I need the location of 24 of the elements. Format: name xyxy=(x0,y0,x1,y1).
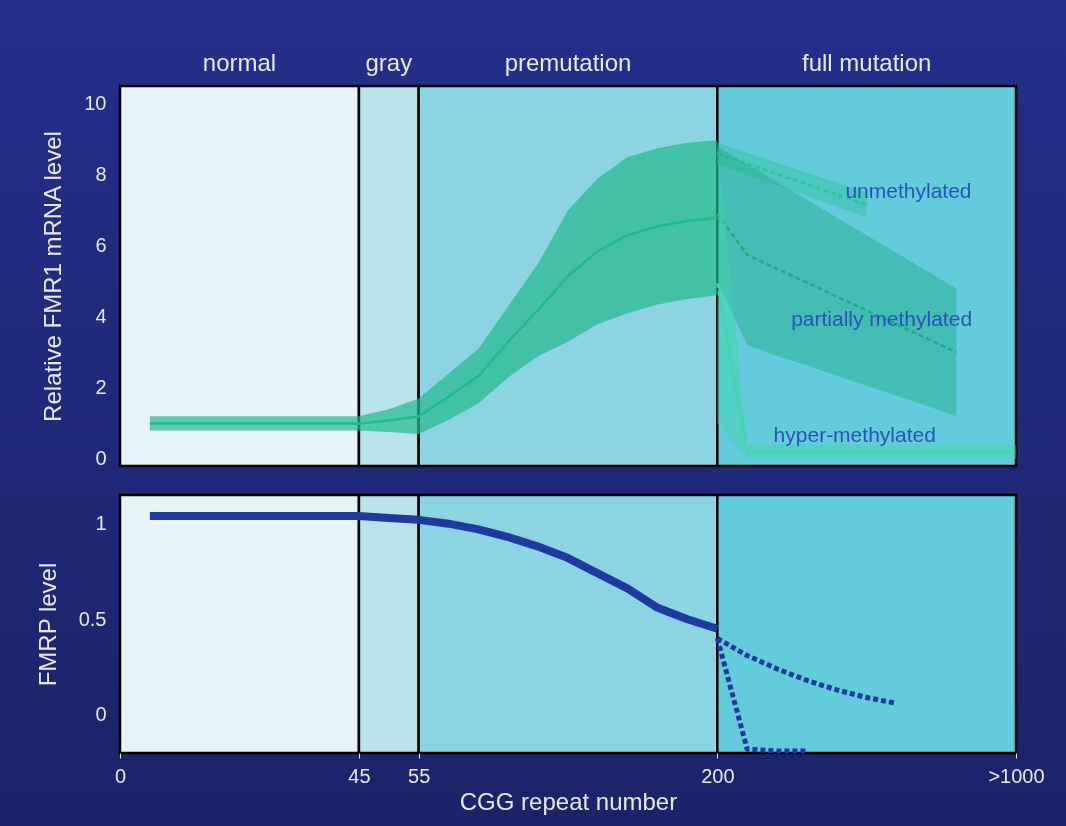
x-tick-label: 0 xyxy=(114,764,127,787)
annotation: hyper-methylated xyxy=(773,422,936,446)
band-label: premutation xyxy=(504,49,632,76)
y-tick-label: 0.5 xyxy=(78,607,107,630)
y-tick-label: 4 xyxy=(95,305,107,328)
y-tick-label: 6 xyxy=(95,234,107,257)
x-tick-label: 55 xyxy=(408,764,431,787)
band-label: gray xyxy=(365,49,413,76)
band-label: normal xyxy=(202,49,277,76)
y-tick-label: 8 xyxy=(95,163,107,186)
annotation: partially methylated xyxy=(791,306,973,330)
y-axis-title: FMRP level xyxy=(33,562,61,687)
y-tick-label: 0 xyxy=(95,447,107,470)
x-axis-title: CGG repeat number xyxy=(459,787,678,815)
x-tick-label: 200 xyxy=(701,764,735,787)
x-tick-label: >1000 xyxy=(988,764,1045,787)
y-tick-label: 2 xyxy=(95,376,107,399)
y-axis-title: Relative FMR1 mRNA level xyxy=(39,131,67,422)
y-tick-label: 0 xyxy=(95,703,107,726)
y-tick-label: 1 xyxy=(95,512,107,535)
annotation: unmethylated xyxy=(845,179,972,203)
y-tick-label: 10 xyxy=(84,92,107,115)
x-tick-label: 45 xyxy=(348,764,371,787)
band-label: full mutation xyxy=(801,49,932,76)
